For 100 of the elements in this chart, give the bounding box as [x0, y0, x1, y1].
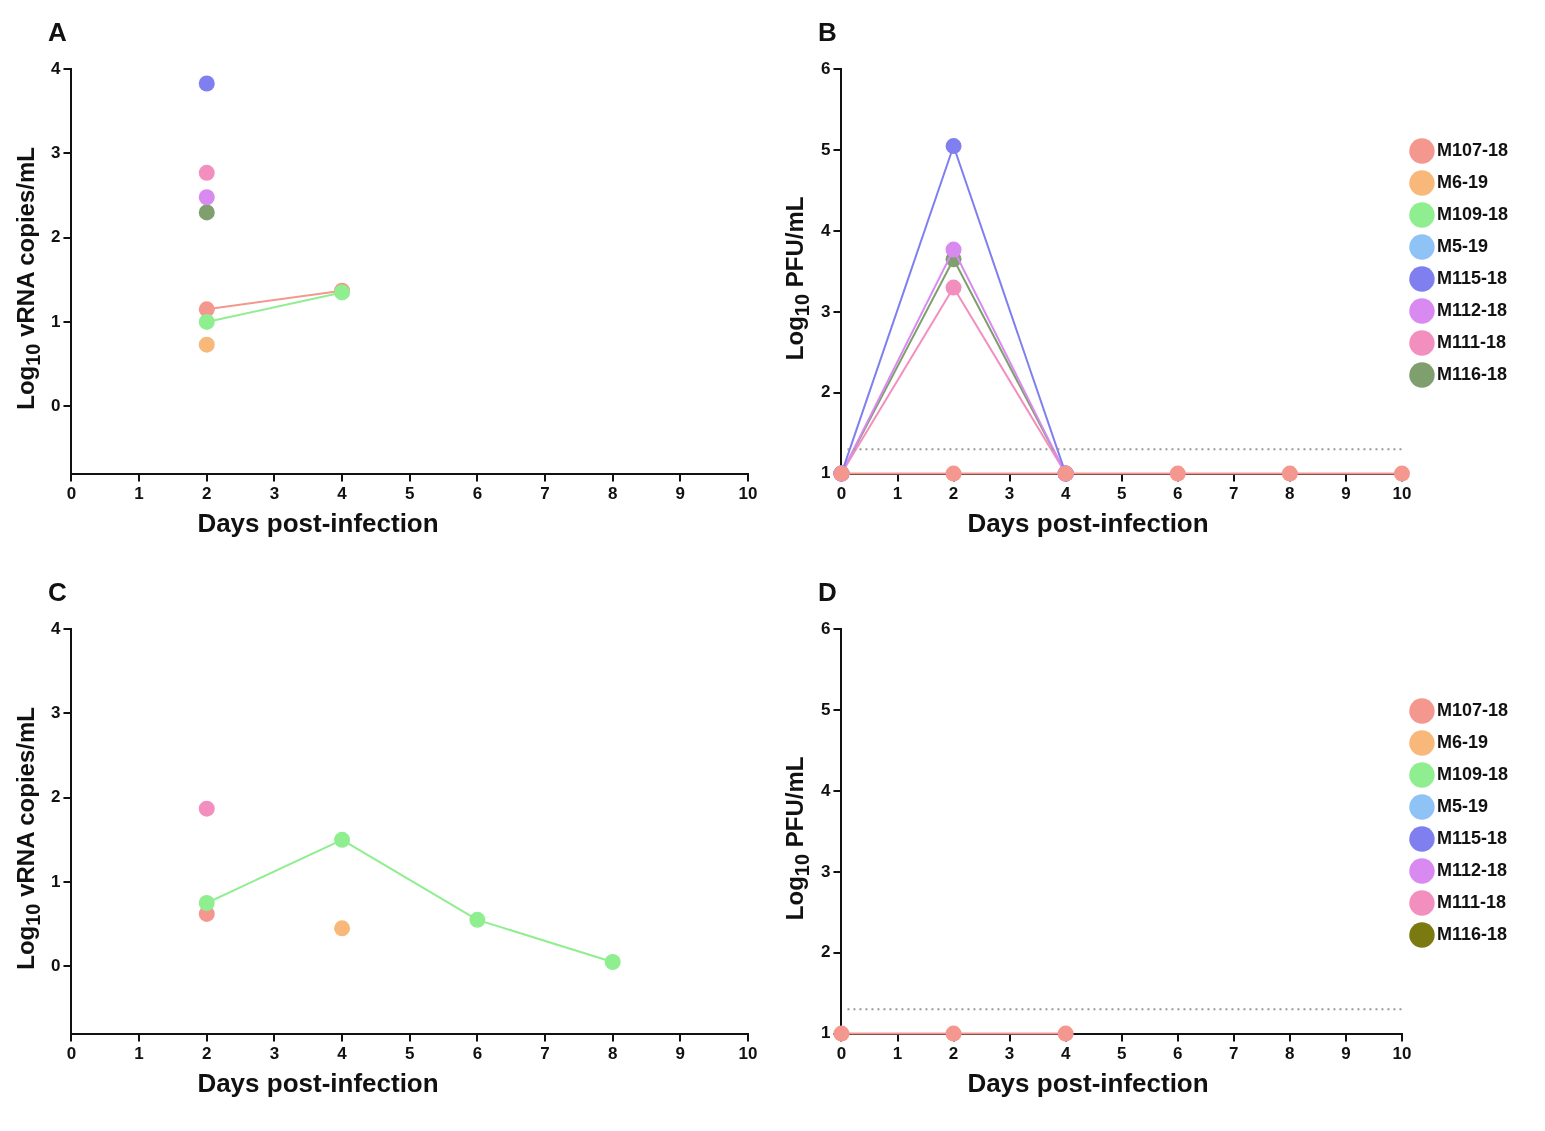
- x-tick-label: 1: [892, 484, 903, 504]
- y-tick-label: 2: [50, 227, 61, 247]
- x-tick-label: 4: [337, 1044, 348, 1064]
- x-tick-label: 7: [540, 484, 550, 504]
- legend-label: M107-18: [1436, 699, 1508, 720]
- chart-title: C: [48, 576, 67, 607]
- y-tick-label: 4: [820, 780, 831, 800]
- y-tick-label: 0: [50, 955, 61, 975]
- y-tick-label: 0: [50, 395, 61, 415]
- legend-label: M6-19: [1436, 731, 1488, 752]
- point: [469, 911, 486, 928]
- y-tick-label: 3: [50, 703, 61, 723]
- x-tick-label: 4: [1060, 1044, 1071, 1064]
- x-tick-label: 0: [836, 1044, 847, 1064]
- legend-label: M112-18: [1436, 299, 1508, 320]
- point: [1169, 465, 1186, 482]
- y-tick-label: 5: [820, 699, 831, 719]
- x-tick-label: 1: [134, 1044, 144, 1064]
- point: [945, 465, 962, 482]
- y-tick-label: 2: [820, 942, 831, 962]
- legend-label: M116-18: [1436, 923, 1508, 944]
- point: [604, 953, 621, 970]
- point: [198, 895, 215, 912]
- point: [198, 800, 215, 817]
- y-tick-label: 4: [50, 618, 61, 638]
- x-axis-title: Days post-infection: [196, 508, 440, 539]
- legend-label: M112-18: [1436, 859, 1508, 880]
- legend-label: M111-18: [1436, 331, 1507, 352]
- y-tick-label: 3: [820, 301, 831, 321]
- y-tick-label: 6: [820, 618, 831, 638]
- x-tick-label: 3: [1004, 484, 1015, 504]
- point: [1393, 465, 1410, 482]
- chart-title: B: [818, 16, 837, 47]
- point: [198, 204, 215, 221]
- legend-label: M116-18: [1436, 363, 1508, 384]
- x-tick-label: 5: [1116, 484, 1127, 504]
- x-tick-label: 6: [472, 1044, 483, 1064]
- x-tick-label: 4: [337, 484, 348, 504]
- x-tick-label: 0: [836, 484, 847, 504]
- legend-label: M107-18: [1436, 139, 1508, 160]
- x-tick-label: 3: [269, 1044, 280, 1064]
- x-tick-label: 9: [675, 484, 686, 504]
- point: [198, 75, 215, 92]
- x-tick-label: 7: [1229, 484, 1239, 504]
- chart-title: A: [48, 16, 67, 47]
- x-tick-label: 8: [607, 1044, 618, 1064]
- x-tick-label: 10: [738, 1044, 758, 1064]
- y-tick-label: 2: [50, 787, 61, 807]
- y-tick-label: 2: [820, 382, 831, 402]
- legend-label: M111-18: [1436, 891, 1507, 912]
- x-tick-label: 2: [202, 1044, 212, 1064]
- point: [198, 164, 215, 181]
- y-tick-label: 6: [820, 58, 831, 78]
- y-tick-label: 1: [50, 311, 61, 331]
- x-tick-label: 10: [1392, 1044, 1412, 1064]
- x-tick-label: 2: [202, 484, 212, 504]
- y-tick-label: 1: [820, 463, 831, 483]
- x-tick-label: 4: [1060, 484, 1071, 504]
- point: [198, 189, 215, 206]
- x-tick-label: 5: [404, 484, 415, 504]
- point: [198, 336, 215, 353]
- point: [1281, 465, 1298, 482]
- x-tick-label: 6: [1173, 1044, 1183, 1064]
- x-tick-label: 7: [1229, 1044, 1239, 1064]
- y-tick-label: 3: [50, 143, 61, 163]
- x-tick-label: 2: [948, 1044, 959, 1064]
- x-tick-label: 8: [1285, 484, 1295, 504]
- x-tick-label: 9: [675, 1044, 686, 1064]
- legend-label: M5-19: [1436, 795, 1488, 816]
- x-axis-title: Days post-infection: [966, 1068, 1210, 1099]
- legend-label: M109-18: [1436, 763, 1508, 784]
- x-tick-label: 9: [1341, 1044, 1351, 1064]
- y-tick-label: 4: [820, 220, 831, 240]
- point: [945, 241, 962, 258]
- point: [334, 831, 351, 848]
- x-tick-label: 1: [892, 1044, 903, 1064]
- legend-label: M5-19: [1436, 235, 1488, 256]
- x-tick-label: 0: [66, 1044, 77, 1064]
- x-tick-label: 0: [66, 484, 77, 504]
- point: [198, 313, 215, 330]
- x-tick-label: 8: [607, 484, 618, 504]
- x-tick-label: 1: [134, 484, 144, 504]
- point: [334, 920, 351, 937]
- x-tick-label: 7: [540, 1044, 550, 1064]
- legend-label: M115-18: [1436, 827, 1508, 848]
- x-tick-label: 10: [738, 484, 758, 504]
- x-tick-label: 5: [404, 1044, 415, 1064]
- x-tick-label: 9: [1341, 484, 1351, 504]
- point: [945, 138, 962, 155]
- y-tick-label: 4: [50, 58, 61, 78]
- y-tick-label: 1: [50, 871, 61, 891]
- x-tick-label: 2: [948, 484, 959, 504]
- legend-label: M109-18: [1436, 203, 1508, 224]
- legend-label: M115-18: [1436, 267, 1508, 288]
- x-axis-title: Days post-infection: [196, 1068, 440, 1099]
- x-tick-label: 10: [1392, 484, 1412, 504]
- x-tick-label: 3: [269, 484, 280, 504]
- x-tick-label: 6: [1173, 484, 1183, 504]
- y-tick-label: 5: [820, 139, 831, 159]
- legend-label: M6-19: [1436, 171, 1488, 192]
